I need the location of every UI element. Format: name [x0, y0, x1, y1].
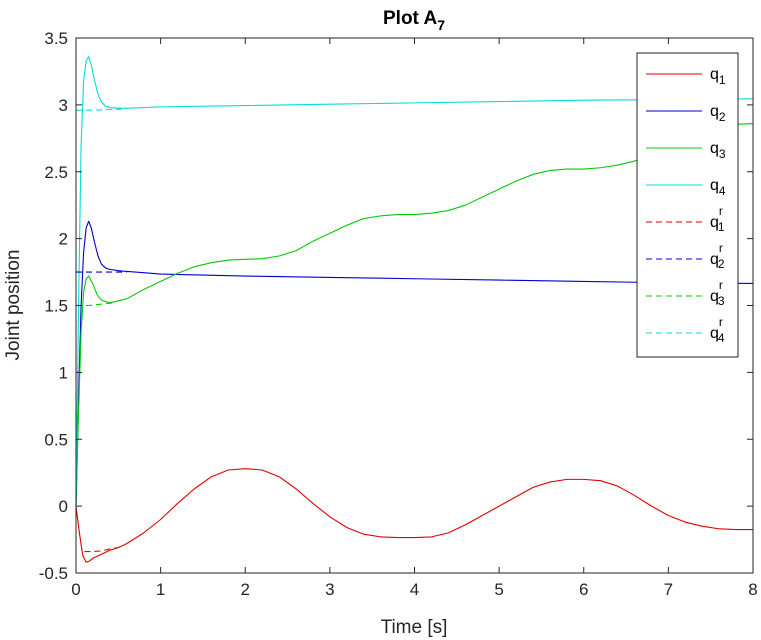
- y-axis-label: Joint position: [3, 250, 24, 361]
- x-tick-label-3: 3: [325, 580, 334, 599]
- legend-label-subscript: 2: [718, 257, 725, 271]
- y-tick-label-1: 0: [59, 497, 68, 516]
- series-line-2: [75, 220, 754, 507]
- legend-label-base: q: [710, 140, 719, 157]
- legend-label-base: q: [710, 103, 719, 120]
- legend-label-1: q1: [710, 66, 726, 87]
- x-tick-label-1: 1: [156, 580, 165, 599]
- x-tick-label-8: 8: [748, 580, 757, 599]
- y-tick-label-2: 0.5: [44, 430, 68, 449]
- legend-label-subscript: 1: [718, 220, 725, 234]
- legend-label-subscript: 4: [718, 331, 725, 345]
- series-line-8: [76, 108, 127, 111]
- legend-label-5: qr 1: [710, 204, 725, 234]
- legend-label-7: qr 3: [710, 278, 725, 308]
- x-tick-label-0: 0: [71, 580, 80, 599]
- chart-title: Plot A7: [383, 8, 445, 33]
- legend-label-subscript: 1: [719, 73, 726, 87]
- y-tick-label-3: 1: [59, 363, 68, 382]
- series-layer: [75, 56, 754, 563]
- tick-layer: 0 1 2 3 4 5 6 7 8-0.500.511.522.533.5: [39, 29, 758, 599]
- legend-label-base: q: [710, 177, 719, 194]
- legend-label-base: q: [710, 325, 719, 342]
- legend-label-base: q: [710, 214, 719, 231]
- x-tick-label-4: 4: [410, 580, 419, 599]
- x-tick-label-2: 2: [241, 580, 250, 599]
- legend-label-base: q: [710, 288, 719, 305]
- legend-label-subscript: 3: [719, 147, 726, 161]
- legend-label-base: q: [710, 251, 719, 268]
- series-line-5: [84, 547, 119, 553]
- x-tick-label-6: 6: [579, 580, 588, 599]
- legend-label-base: q: [710, 66, 719, 83]
- legend-label-4: q4: [710, 177, 726, 198]
- y-tick-label-4: 1.5: [44, 297, 68, 316]
- legend-label-6: qr 2: [710, 241, 725, 271]
- series-line-4: [75, 56, 754, 507]
- legend-label-superscript: r: [719, 315, 723, 329]
- x-tick-label-5: 5: [494, 580, 503, 599]
- series-line-3: [75, 123, 754, 507]
- legend-label-8: qr 4: [710, 315, 725, 345]
- x-axis-label: Time [s]: [381, 617, 448, 638]
- legend-label-superscript: r: [719, 204, 723, 218]
- y-tick-label-0: -0.5: [39, 564, 68, 583]
- legend-label-superscript: r: [719, 278, 723, 292]
- x-tick-label-7: 7: [664, 580, 673, 599]
- legend-label-2: q2: [710, 103, 726, 124]
- legend-label-subscript: 4: [719, 184, 726, 198]
- legend-label-subscript: 2: [719, 110, 726, 124]
- legend-label-superscript: r: [719, 241, 723, 255]
- y-tick-label-6: 2.5: [44, 163, 68, 182]
- legend-box: [636, 52, 739, 358]
- y-tick-label-5: 2: [59, 230, 68, 249]
- legend-label-subscript: 3: [718, 294, 725, 308]
- y-tick-label-8: 3.5: [44, 29, 68, 48]
- y-tick-label-7: 3: [59, 96, 68, 115]
- series-line-7: [76, 302, 115, 307]
- legend-label-3: q3: [710, 140, 726, 161]
- chart-title-subscript: 7: [437, 17, 445, 33]
